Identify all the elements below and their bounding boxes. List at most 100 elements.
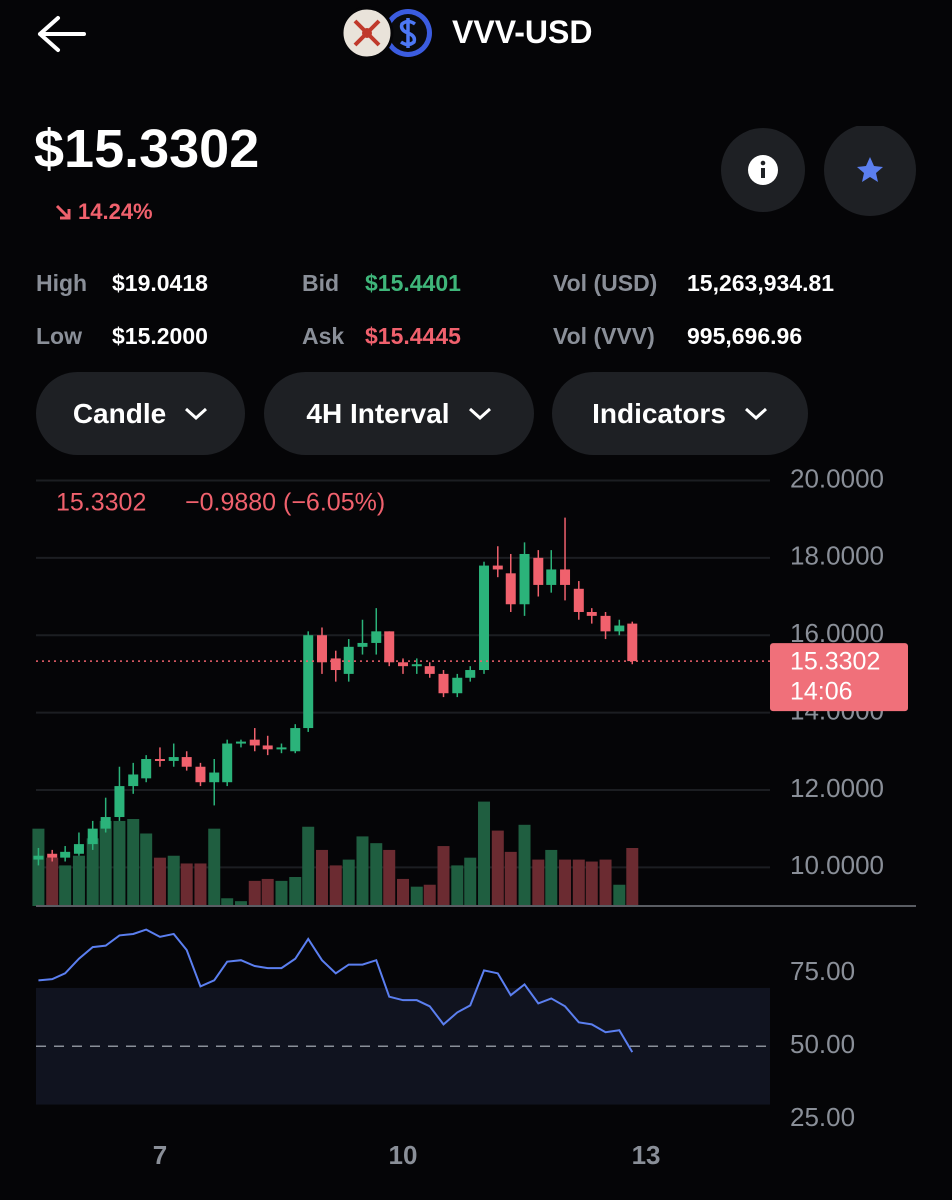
button-label: Indicators [592,397,726,429]
x-tick-label: 7 [153,1140,167,1170]
volume-bar [423,884,436,906]
button-label: Candle [72,397,167,429]
candle-body [614,625,625,632]
volume-bar [180,863,193,906]
candle-body [600,615,611,632]
volume-bar [532,859,545,906]
last-price: 15.3302 [56,489,146,517]
candle-body [73,844,84,854]
volume-bar [59,865,72,906]
stat-label: High [36,270,88,296]
candle-body [222,743,233,783]
favorite-button[interactable] [824,126,916,216]
x-tick-label: 13 [632,1140,661,1170]
y-tick-label: 16.0000 [790,618,884,648]
stat-value: $15.2000 [112,323,208,349]
volume-bar [248,880,261,906]
price-tag-countdown: 14:06 [790,678,853,706]
candle-body [330,658,341,671]
volume-bar [504,851,517,906]
volume-bar [140,833,153,906]
candle-body [411,664,422,667]
volume-bar [572,859,585,906]
volume-bar [46,857,59,906]
chevron [185,407,208,420]
candle-body [560,569,571,585]
volume-bar [72,855,85,906]
stat-label: Bid [302,270,340,296]
candle-body [290,728,301,752]
candle-body [141,759,152,779]
chart-type-button[interactable]: Candle [36,372,245,455]
candle-body [424,666,435,674]
candle-body [303,635,314,729]
candle-body [262,745,273,750]
candle-body [546,569,557,585]
candle-body [398,662,408,667]
chevron [468,407,491,420]
back-button[interactable] [36,14,88,54]
volume-bar [397,878,409,906]
info-button[interactable] [721,128,805,212]
volume-bar [518,824,531,906]
interval-button[interactable]: 4H Interval [264,372,534,455]
chevron [744,407,767,420]
candle-body [195,766,206,783]
y-tick-label: 20.0000 [790,463,884,493]
volume-bar [289,877,302,906]
stat-label: Low [36,323,82,349]
volume-bar [451,865,464,906]
volume-bar [234,901,247,906]
stat-value: $19.0418 [112,270,208,296]
candle-body [154,759,165,761]
candle-body [60,851,71,858]
volume-bar [208,828,221,906]
candle-body [357,642,368,647]
candle-body [47,853,58,858]
candle-body [114,786,125,818]
y-tick-label: 25.00 [790,1102,855,1132]
volume-bar [194,863,207,906]
candle-body [33,855,44,860]
price-change-label: −0.9880 (−6.05%) [185,489,385,517]
pair-icons [340,6,432,60]
candle-body [316,635,327,663]
volume-bar [491,830,504,906]
volume-bar [613,884,626,906]
volume-bar [127,819,140,906]
candle-body [209,772,220,783]
volume-bar [437,846,450,906]
volume-bar [32,828,45,906]
candle-body [573,588,584,612]
candle-body [452,677,463,694]
y-tick-label: 12.0000 [790,773,884,803]
volume-bar [410,886,423,906]
stat-value: 995,696.96 [687,323,803,349]
indicators-button[interactable]: Indicators [552,372,808,455]
volume-bar [478,801,491,906]
y-tick-label: 75.00 [790,956,855,986]
volume-bar [342,859,355,906]
candle-body [519,553,530,605]
down-arrow [55,204,71,220]
volume-bar [464,857,477,906]
price-tag-value: 15.3302 [790,648,880,676]
volume-bar [545,849,558,906]
stat-value: $15.4445 [365,323,461,349]
candle-body [533,557,544,585]
candle-body [492,565,503,570]
volume-bar [275,880,288,906]
candle-body [627,623,638,662]
volume-bar [261,878,274,906]
volume-bar [329,865,342,906]
volume-bar [383,849,396,906]
pair-title: VVV-USD [452,14,593,50]
volume-bar [167,855,180,906]
stat-label: Ask [302,323,345,349]
candle-body [465,670,476,678]
price-change: 14.24% [78,199,153,224]
candle-body [371,631,382,643]
volume-bar [585,861,598,906]
button-label: 4H Interval [306,397,450,429]
